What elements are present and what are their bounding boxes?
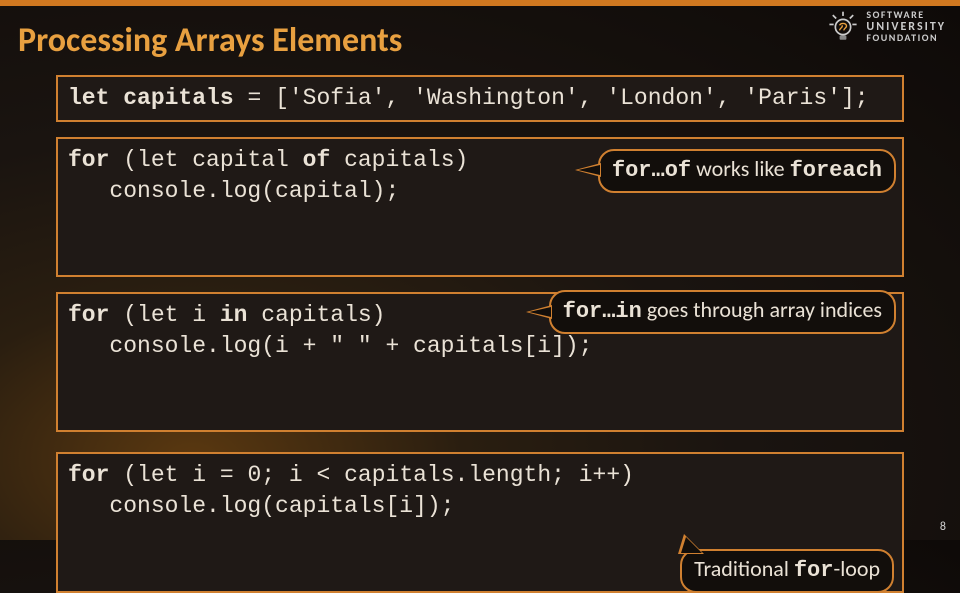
logo-line3: FOUNDATION: [866, 33, 946, 44]
code-text: for: [68, 462, 123, 488]
code-text: console.log(capitals[i]);: [68, 493, 454, 519]
callout-text: for…of: [612, 158, 691, 183]
code-text: ['Sofia', 'Washington', 'London', 'Paris…: [275, 85, 869, 111]
code-text: capitals.length; i++): [344, 462, 634, 488]
code-text: capitals): [344, 147, 468, 173]
code-box-forof: for (let capital of capitals) console.lo…: [56, 137, 904, 277]
callout-forin: for…in goes through array indices: [549, 290, 896, 334]
code-text: console.log(capital);: [68, 178, 399, 204]
code-text: (let i: [123, 302, 220, 328]
code-text: capitals): [261, 302, 385, 328]
code-box-fortrad: for (let i = 0; i < capitals.length; i++…: [56, 452, 904, 592]
code-box-declare: let capitals = ['Sofia', 'Washington', '…: [56, 75, 904, 122]
callout-text: -loop: [833, 555, 880, 582]
code-text: =: [234, 85, 275, 111]
code-box-forin: for (let i in capitals) console.log(i + …: [56, 292, 904, 432]
logo-text: SOFTWARE UNIVERSITY FOUNDATION: [866, 10, 946, 44]
logo: SOFTWARE UNIVERSITY FOUNDATION: [826, 10, 946, 44]
code-text: =: [206, 462, 247, 488]
code-text: of: [303, 147, 344, 173]
callout-text: for: [794, 558, 834, 583]
callout-text: goes through array indices: [642, 296, 882, 323]
code-text: console.log(i + " " + capitals[i]);: [68, 333, 593, 359]
content-area: let capitals = ['Sofia', 'Washington', '…: [0, 61, 960, 593]
code-text: in: [220, 302, 261, 328]
callout-text: for…in: [563, 299, 642, 324]
code-text: 0; i: [247, 462, 302, 488]
page-number: 8: [940, 520, 946, 534]
lightbulb-icon: [826, 10, 860, 44]
callout-text: works like: [691, 155, 789, 182]
callout-forof: for…of works like foreach: [598, 149, 896, 193]
code-text: <: [303, 462, 344, 488]
callout-text: Traditional: [694, 555, 794, 582]
code-text: for: [68, 302, 123, 328]
code-text: (let i: [123, 462, 206, 488]
callout-text: foreach: [790, 158, 882, 183]
code-text: (let capital: [123, 147, 302, 173]
callout-fortrad: Traditional for-loop: [680, 549, 894, 593]
code-text: let capitals: [68, 85, 234, 111]
slide-title: Processing Arrays Elements: [0, 6, 960, 61]
code-text: for: [68, 147, 123, 173]
